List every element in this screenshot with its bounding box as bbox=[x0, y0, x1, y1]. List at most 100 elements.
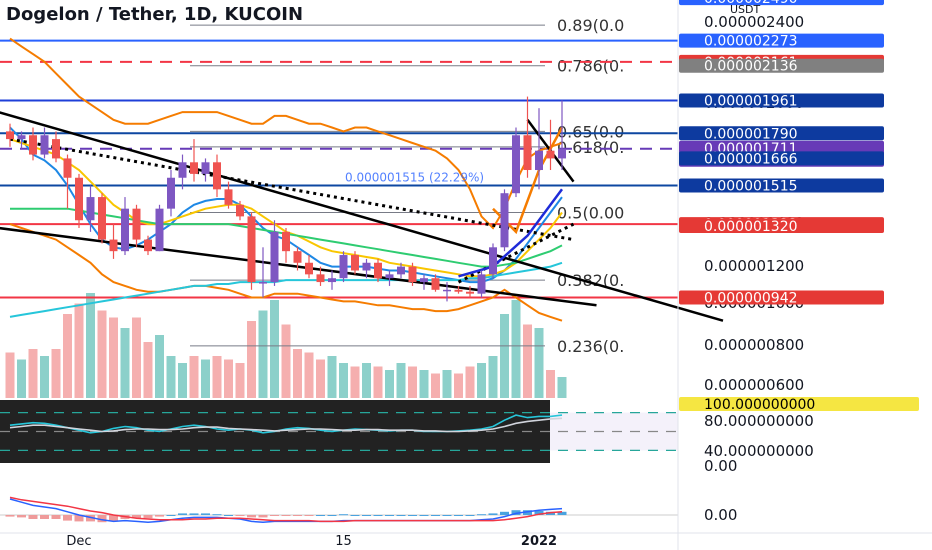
candle-body[interactable] bbox=[259, 282, 267, 284]
measure-annotation: 0.000001515 (22.29%) bbox=[345, 170, 484, 184]
candle-body[interactable] bbox=[40, 135, 49, 155]
macd-histogram-bar bbox=[5, 515, 15, 517]
candle-body[interactable] bbox=[121, 208, 129, 252]
price-label-box bbox=[679, 178, 884, 193]
candle-body[interactable] bbox=[144, 239, 152, 252]
candle-body[interactable] bbox=[512, 135, 520, 194]
candle-body[interactable] bbox=[109, 239, 118, 252]
fib-level-label: 0.382(0. bbox=[557, 271, 624, 290]
volume-bar bbox=[17, 359, 26, 398]
candle-body[interactable] bbox=[6, 131, 14, 140]
macd-histogram-bar bbox=[28, 515, 38, 519]
candle-body[interactable] bbox=[247, 216, 256, 283]
candle-body[interactable] bbox=[282, 231, 290, 252]
candle-body[interactable] bbox=[500, 193, 509, 248]
candle-body[interactable] bbox=[316, 274, 325, 283]
macd-scale-label: 0.00 bbox=[704, 457, 737, 475]
price-label-text: 0.000001961 bbox=[704, 93, 798, 109]
candle-body[interactable] bbox=[546, 150, 555, 159]
candle-body[interactable] bbox=[52, 139, 60, 159]
oscillator-pane bbox=[0, 400, 678, 463]
volume-bar bbox=[511, 300, 521, 398]
candle-body[interactable] bbox=[86, 197, 95, 221]
price-label-box bbox=[679, 290, 884, 305]
candle-body[interactable] bbox=[339, 255, 348, 279]
oscillator-line bbox=[9, 417, 563, 433]
macd-histogram-bar bbox=[546, 511, 555, 515]
chart-title: Dogelon / Tether, 1D, KUCOIN bbox=[6, 4, 303, 25]
volume-bar bbox=[431, 373, 440, 398]
candle-body[interactable] bbox=[408, 266, 417, 283]
price-label-box bbox=[679, 58, 884, 73]
candle-body[interactable] bbox=[397, 266, 405, 275]
candle-body[interactable] bbox=[385, 274, 394, 279]
price-label-box bbox=[679, 219, 884, 234]
candle-body[interactable] bbox=[489, 247, 497, 275]
candle-body[interactable] bbox=[17, 135, 26, 140]
macd-histogram-bar bbox=[63, 515, 72, 521]
price-scale-label: 0.000000800 bbox=[704, 336, 804, 354]
fib-level-label: 0.236(0. bbox=[557, 337, 624, 356]
candle-body[interactable] bbox=[477, 274, 486, 294]
candle-body[interactable] bbox=[167, 177, 175, 209]
volume-bar bbox=[166, 356, 176, 398]
volume-bar bbox=[212, 356, 222, 398]
volume-bar bbox=[488, 356, 498, 398]
macd-scale-label: 0.00 bbox=[704, 506, 737, 524]
candle-body[interactable] bbox=[443, 289, 451, 292]
candle-body[interactable] bbox=[132, 208, 141, 240]
candle-body[interactable] bbox=[213, 162, 221, 190]
macd-histogram-bar bbox=[51, 515, 61, 519]
candlesticks[interactable] bbox=[6, 96, 566, 302]
candle-body[interactable] bbox=[558, 148, 566, 159]
oscillator-scale-label: 40.000000000 bbox=[704, 442, 814, 460]
candle-body[interactable] bbox=[454, 289, 463, 292]
volume-bar bbox=[120, 328, 130, 398]
candle-body[interactable] bbox=[190, 162, 198, 174]
candle-body[interactable] bbox=[270, 231, 279, 283]
volume-bar bbox=[454, 373, 463, 398]
volume-bar bbox=[63, 314, 72, 398]
price-label-box bbox=[679, 126, 884, 141]
trend-line bbox=[9, 137, 574, 242]
volume-bar bbox=[546, 370, 555, 398]
candle-body[interactable] bbox=[98, 197, 106, 240]
candle-body[interactable] bbox=[351, 255, 359, 271]
volume-bar bbox=[224, 359, 233, 398]
volume-bar bbox=[189, 356, 199, 398]
volume-bar bbox=[339, 363, 348, 398]
price-label-text: 0.000001666 bbox=[704, 151, 798, 167]
candle-body[interactable] bbox=[75, 177, 83, 221]
volume-bar bbox=[201, 359, 210, 398]
currency-label: USDT bbox=[730, 3, 761, 16]
macd-histogram-bar bbox=[293, 515, 302, 516]
candle-body[interactable] bbox=[362, 262, 371, 271]
volume-bar bbox=[51, 349, 61, 398]
candle-body[interactable] bbox=[63, 158, 72, 178]
candle-body[interactable] bbox=[201, 162, 210, 174]
fib-level-label: 0.618(0. bbox=[557, 138, 624, 157]
candle-body[interactable] bbox=[420, 278, 428, 283]
candle-body[interactable] bbox=[535, 150, 543, 171]
candle-body[interactable] bbox=[431, 278, 440, 290]
volume-bar bbox=[270, 300, 279, 398]
macd-histogram-bar bbox=[396, 515, 406, 516]
macd-histogram-bar bbox=[385, 515, 394, 516]
price-scale-label: 0.000000600 bbox=[704, 376, 804, 394]
candle-body[interactable] bbox=[523, 135, 532, 171]
fib-level-label: 0.65(0.0 bbox=[557, 122, 624, 141]
volume-bar bbox=[350, 366, 360, 398]
candle-body[interactable] bbox=[328, 278, 336, 283]
volume-bar bbox=[143, 342, 153, 398]
candle-body[interactable] bbox=[374, 262, 382, 279]
candle-body[interactable] bbox=[29, 135, 37, 155]
candle-body[interactable] bbox=[293, 251, 302, 263]
candle-body[interactable] bbox=[178, 162, 187, 178]
candle-body[interactable] bbox=[155, 208, 164, 252]
candle-body[interactable] bbox=[224, 189, 233, 205]
macd-histogram-bar bbox=[523, 510, 532, 515]
candle-body[interactable] bbox=[236, 204, 244, 217]
candle-body[interactable] bbox=[466, 291, 474, 294]
candle-body[interactable] bbox=[305, 262, 313, 275]
